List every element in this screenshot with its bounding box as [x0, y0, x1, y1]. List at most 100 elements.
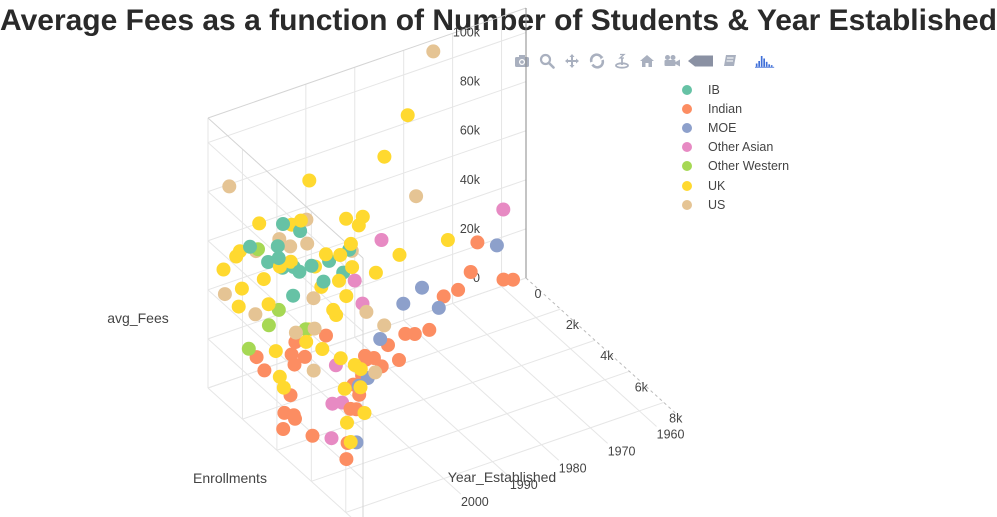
- data-point-indian[interactable]: [339, 452, 354, 467]
- data-point-indian[interactable]: [276, 422, 291, 436]
- data-point-indian[interactable]: [422, 322, 437, 337]
- data-point-uk[interactable]: [345, 260, 360, 275]
- turntable-icon[interactable]: [612, 52, 632, 70]
- data-point-moe[interactable]: [373, 332, 388, 346]
- data-point-us[interactable]: [217, 287, 232, 302]
- data-point-indian[interactable]: [358, 348, 372, 363]
- hover-data-icon[interactable]: [720, 52, 740, 70]
- data-point-uk[interactable]: [357, 406, 372, 420]
- data-point-us[interactable]: [306, 291, 321, 306]
- data-point-us[interactable]: [307, 321, 322, 336]
- data-point-uk[interactable]: [299, 334, 314, 349]
- data-point-ib[interactable]: [271, 251, 286, 266]
- data-point-uk[interactable]: [392, 247, 407, 262]
- data-point-us[interactable]: [306, 363, 321, 378]
- data-point-uk[interactable]: [283, 254, 298, 269]
- data-point-us[interactable]: [409, 189, 424, 204]
- legend-item-other-western[interactable]: Other Western: [682, 157, 789, 176]
- data-point-other-asian[interactable]: [324, 431, 339, 446]
- data-point-indian[interactable]: [319, 328, 333, 343]
- data-point-ib[interactable]: [276, 217, 290, 231]
- data-point-ib[interactable]: [293, 224, 308, 238]
- data-point-uk[interactable]: [355, 209, 370, 224]
- data-point-uk[interactable]: [353, 362, 368, 377]
- data-point-uk[interactable]: [252, 216, 267, 231]
- last-view-icon[interactable]: [662, 52, 682, 70]
- data-point-indian[interactable]: [463, 265, 478, 279]
- data-point-uk[interactable]: [339, 211, 354, 226]
- data-point-uk[interactable]: [343, 435, 358, 449]
- data-point-us[interactable]: [283, 239, 298, 254]
- data-point-indian[interactable]: [257, 363, 272, 378]
- data-point-uk[interactable]: [216, 262, 231, 277]
- data-point-uk[interactable]: [340, 415, 354, 430]
- data-point-uk[interactable]: [261, 297, 276, 312]
- data-point-moe[interactable]: [431, 300, 446, 315]
- data-point-indian[interactable]: [451, 282, 466, 297]
- home-icon[interactable]: [637, 52, 657, 70]
- data-point-uk[interactable]: [332, 273, 346, 288]
- data-point-us[interactable]: [300, 236, 315, 251]
- pan-icon[interactable]: [562, 52, 582, 70]
- hover-spikes-icon[interactable]: [687, 52, 715, 70]
- data-point-other-western[interactable]: [271, 302, 286, 317]
- data-point-uk[interactable]: [315, 342, 330, 356]
- zoom-icon[interactable]: [537, 52, 557, 70]
- data-point-indian[interactable]: [297, 349, 312, 364]
- data-point-uk[interactable]: [343, 236, 358, 251]
- data-point-us[interactable]: [222, 179, 237, 194]
- data-point-us[interactable]: [359, 304, 374, 319]
- data-point-us[interactable]: [248, 307, 263, 322]
- data-point-uk[interactable]: [268, 344, 283, 359]
- data-point-uk[interactable]: [400, 108, 415, 123]
- data-point-us[interactable]: [426, 44, 441, 59]
- data-point-uk[interactable]: [231, 299, 246, 314]
- data-point-uk[interactable]: [256, 272, 271, 287]
- data-point-uk[interactable]: [333, 351, 348, 366]
- data-point-uk[interactable]: [368, 265, 383, 280]
- data-point-uk[interactable]: [337, 381, 352, 396]
- data-point-uk[interactable]: [326, 302, 341, 317]
- data-point-indian[interactable]: [392, 353, 406, 367]
- data-point-ib[interactable]: [292, 264, 307, 279]
- plotly-logo-icon[interactable]: [755, 52, 775, 70]
- data-point-other-asian[interactable]: [374, 233, 389, 247]
- data-point-indian[interactable]: [436, 289, 451, 304]
- data-point-ib[interactable]: [286, 288, 301, 303]
- data-point-ib[interactable]: [316, 274, 331, 289]
- data-point-uk[interactable]: [234, 281, 249, 296]
- legend-item-other-asian[interactable]: Other Asian: [682, 138, 789, 157]
- data-point-indian[interactable]: [470, 235, 485, 250]
- data-point-other-western[interactable]: [261, 318, 276, 333]
- data-point-us[interactable]: [288, 325, 303, 340]
- data-point-indian[interactable]: [343, 401, 358, 416]
- data-point-indian[interactable]: [286, 408, 301, 423]
- data-point-uk[interactable]: [377, 149, 392, 164]
- data-point-moe[interactable]: [396, 296, 411, 311]
- data-point-ib[interactable]: [243, 239, 257, 254]
- data-point-uk[interactable]: [302, 173, 317, 188]
- data-point-moe[interactable]: [415, 280, 429, 295]
- data-point-indian[interactable]: [496, 272, 511, 287]
- data-point-ib[interactable]: [270, 239, 285, 254]
- data-point-uk[interactable]: [276, 380, 291, 395]
- data-point-uk[interactable]: [293, 213, 308, 228]
- data-point-other-western[interactable]: [241, 341, 256, 356]
- legend-item-indian[interactable]: Indian: [682, 99, 789, 118]
- data-point-moe[interactable]: [489, 238, 504, 253]
- data-point-indian[interactable]: [284, 347, 299, 362]
- data-point-uk[interactable]: [318, 247, 333, 262]
- data-point-uk[interactable]: [353, 380, 368, 395]
- data-point-other-asian[interactable]: [496, 202, 511, 217]
- orbit-icon[interactable]: [587, 52, 607, 70]
- data-point-other-asian[interactable]: [347, 273, 362, 288]
- data-point-uk[interactable]: [339, 289, 354, 304]
- data-point-ib[interactable]: [304, 258, 319, 273]
- legend-item-ib[interactable]: IB: [682, 80, 789, 99]
- data-point-us[interactable]: [368, 365, 383, 380]
- legend-item-moe[interactable]: MOE: [682, 118, 789, 137]
- legend-item-uk[interactable]: UK: [682, 176, 789, 195]
- data-point-us[interactable]: [377, 318, 392, 333]
- data-point-indian[interactable]: [398, 326, 413, 341]
